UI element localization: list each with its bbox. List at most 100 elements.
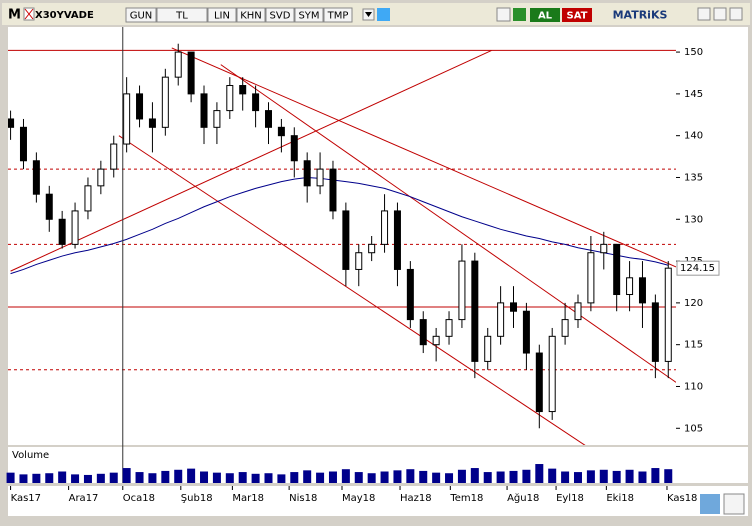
logo: M: [8, 8, 21, 23]
volume-bar: [45, 473, 54, 483]
x-tick-label: Haz18: [400, 493, 432, 504]
volume-bar: [290, 472, 299, 483]
candle-body: [613, 243, 621, 296]
moving-average: [10, 176, 669, 275]
y-tick-label: 140: [684, 131, 703, 142]
candle-body: [419, 319, 427, 346]
candle-body: [664, 267, 672, 362]
toolbar-button[interactable]: [207, 7, 237, 23]
volume-bar: [664, 469, 673, 483]
toolbar-button[interactable]: [156, 7, 208, 23]
candle-body: [97, 168, 105, 187]
volume-bar: [535, 464, 544, 483]
candle-body: [329, 168, 337, 212]
candle-body: [406, 268, 414, 321]
candle-body: [626, 277, 634, 296]
candle-body: [303, 160, 311, 187]
volume-bar: [212, 472, 221, 483]
volume-bar: [599, 469, 608, 483]
volume-bar: [548, 468, 557, 483]
y-tick-label: 130: [684, 214, 703, 225]
y-tick-label: 135: [684, 172, 703, 183]
dropdown-arrow: [365, 12, 372, 17]
buy-button[interactable]: [530, 8, 560, 22]
volume-bar: [406, 469, 415, 483]
y-tick-label: 120: [684, 298, 703, 309]
y-tick-label: 150: [684, 47, 703, 58]
volume-bar: [328, 471, 337, 483]
volume-bar: [496, 471, 505, 483]
refresh-icon[interactable]: [700, 494, 720, 514]
volume-bar: [586, 470, 595, 483]
volume-bar: [148, 473, 157, 483]
toolbar-button-label: SVD: [270, 11, 291, 22]
candle-body: [239, 85, 247, 95]
x-tick-label: May18: [342, 493, 375, 504]
volume-bar: [561, 471, 570, 483]
toolbar-button[interactable]: [294, 7, 324, 23]
price-plot: [8, 43, 676, 445]
toolbar-button-label: TL: [175, 11, 188, 22]
volume-axis: [676, 447, 748, 483]
volume-bar: [573, 472, 582, 483]
toolbar-button-label: KHN: [240, 11, 262, 22]
candle-body: [458, 260, 466, 321]
volume-bar: [277, 474, 286, 483]
candle-body: [381, 210, 389, 245]
x-tick-label: Ağu18: [507, 492, 539, 504]
maximize[interactable]: [713, 7, 727, 21]
x-tick-label: Nis18: [289, 493, 317, 504]
toolbar-button[interactable]: [323, 7, 353, 23]
volume-bar: [625, 469, 634, 483]
volume-bar: [58, 471, 67, 483]
volume-bar: [432, 472, 441, 483]
candle-body: [148, 118, 156, 128]
candle-body: [252, 93, 260, 112]
settings-icon[interactable]: [723, 493, 745, 515]
x-tick-label: Kas17: [11, 493, 41, 504]
close[interactable]: [729, 7, 743, 21]
toolbar-button-label: TMP: [327, 11, 349, 22]
volume-title: Volume: [12, 450, 49, 461]
candle-body: [651, 302, 659, 362]
twitter-icon[interactable]: [377, 8, 390, 21]
last-price-box: [676, 260, 720, 276]
candle-body: [368, 243, 376, 254]
volume-bar: [303, 470, 312, 483]
toolbar-button[interactable]: [125, 7, 157, 23]
last-price-label: 124.15: [680, 263, 715, 274]
x-tick-label: Eyl18: [556, 493, 584, 504]
candle-body: [600, 243, 608, 254]
volume-bar: [445, 473, 454, 483]
toolbar-buttons: GUN TL LIN KHN SVD SYM TMP: [125, 7, 353, 23]
volume-bar: [612, 470, 621, 483]
volume-bar: [251, 473, 260, 483]
candle-body: [445, 319, 453, 337]
toolbar-button-label: SYM: [298, 11, 319, 22]
candle-body: [200, 93, 208, 128]
icon-a[interactable]: [496, 7, 511, 22]
candle-body: [510, 302, 518, 312]
x-tick-label: Mar18: [232, 493, 264, 504]
toolbar-button[interactable]: [265, 7, 295, 23]
candle-body: [161, 76, 169, 128]
volume-bar: [380, 471, 389, 483]
sell-label: SAT: [567, 11, 588, 22]
symbol[interactable]: X30YVADE: [35, 10, 94, 21]
volume-bar: [483, 472, 492, 483]
minimize[interactable]: [697, 7, 711, 21]
y-tick-label: 105: [684, 423, 703, 434]
toolbar-button[interactable]: [236, 7, 266, 23]
volume-bar: [135, 472, 144, 483]
x-tick-label: Oca18: [123, 493, 155, 504]
candle-body: [213, 110, 221, 128]
sell-button[interactable]: [562, 8, 592, 22]
trend-line: [118, 135, 586, 445]
candle-body: [45, 193, 53, 220]
candle-body: [8, 118, 15, 128]
volume-bar: [161, 470, 170, 483]
volume-bar: [200, 471, 209, 483]
icon-b[interactable]: [513, 8, 526, 21]
